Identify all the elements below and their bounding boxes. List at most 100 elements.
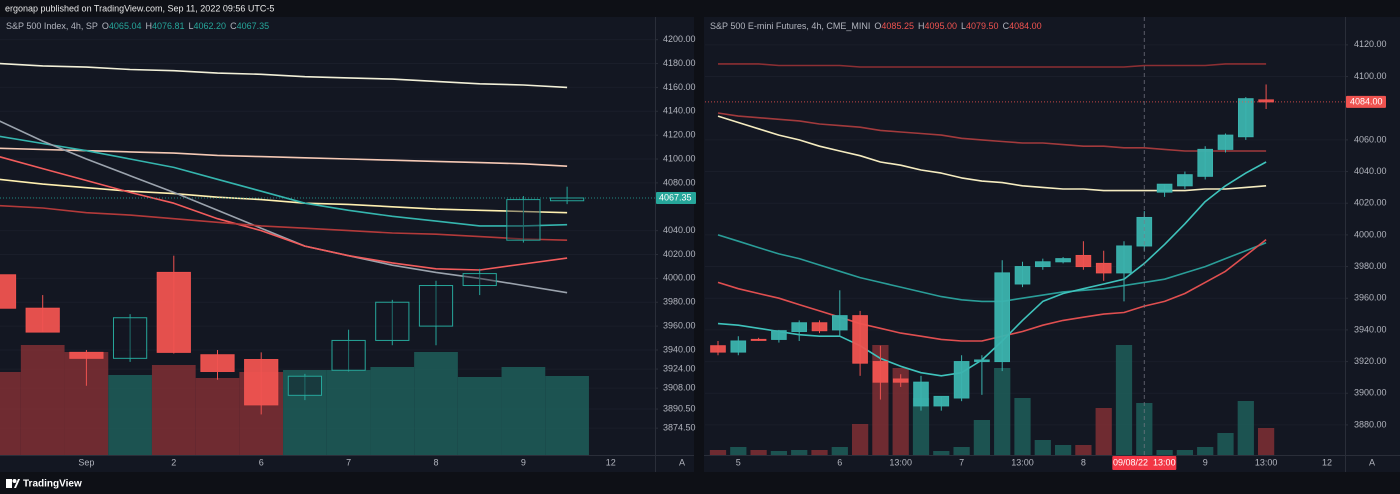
volume-bar — [501, 367, 546, 455]
y-tick-label: 4020.00 — [663, 249, 696, 259]
volume-bar — [1156, 450, 1173, 455]
moving-average-line — [0, 147, 568, 167]
x-tick-label: 7 — [959, 457, 964, 467]
scale-mode-button: A — [679, 457, 685, 467]
volume-bar — [1075, 445, 1092, 455]
volume-bar — [1197, 447, 1214, 455]
y-tick-label: 3880.00 — [1354, 419, 1387, 429]
candle-body — [156, 271, 191, 353]
y-tick-label: 4080.00 — [663, 177, 696, 187]
volume-bar — [545, 376, 589, 455]
moving-average-line — [0, 178, 568, 214]
moving-average-line — [0, 156, 568, 271]
candle-body — [791, 322, 808, 332]
volume-bar — [973, 420, 991, 455]
y-tick-label: 3940.00 — [663, 344, 696, 354]
volume-bar — [1176, 450, 1194, 455]
volume-bar — [953, 447, 970, 455]
candle-body — [25, 307, 60, 333]
y-tick-label: 4120.00 — [663, 130, 696, 140]
y-tick-label: 4100.00 — [663, 153, 696, 163]
moving-average-line — [717, 115, 1267, 192]
volume-bar — [1014, 398, 1031, 455]
chart-legend: S&P 500 Index, 4h, SP O4065.04 H4076.81 L40… — [6, 21, 269, 31]
x-tick-label: 13:00 — [1255, 457, 1278, 467]
moving-average-line — [717, 112, 1267, 152]
candle-body — [771, 330, 787, 340]
x-tick-label: 2 — [171, 457, 176, 467]
x-tick-label: 9 — [1203, 457, 1208, 467]
volume-bar — [20, 345, 65, 455]
ohlc-prefix: H — [145, 21, 152, 31]
candle-body — [750, 338, 767, 341]
x-tick-label: 5 — [736, 457, 741, 467]
candle-body — [69, 351, 104, 359]
candle-body — [710, 345, 726, 353]
chart-legend: S&P 500 E-mini Futures, 4h, CME_MINI O408… — [710, 21, 1042, 31]
candle-body — [892, 378, 909, 383]
volume-bar — [1217, 433, 1234, 455]
candle-body — [200, 354, 235, 372]
ohlc-value: 4095.00 — [924, 21, 957, 31]
moving-average-line — [0, 62, 568, 89]
candle-body — [1177, 174, 1193, 187]
candle-body — [872, 361, 889, 383]
candle-body — [0, 274, 17, 309]
ohlc-prefix: O — [874, 21, 881, 31]
volume-bar — [730, 447, 747, 455]
candle-body — [1217, 134, 1234, 150]
candle-body — [1237, 98, 1254, 138]
x-tick-label: 9 — [521, 457, 526, 467]
y-tick-label: 3920.00 — [1354, 356, 1387, 366]
crosshair-badge — [1112, 456, 1177, 470]
y-tick-label: 4040.00 — [1354, 166, 1387, 176]
moving-average-line — [717, 161, 1267, 377]
y-tick-label: 4040.00 — [663, 225, 696, 235]
chart-title: S&P 500 Index, 4h, SP — [6, 21, 98, 31]
volume-bar — [1095, 408, 1112, 455]
volume-bar — [1054, 445, 1072, 455]
logo-part — [14, 479, 20, 488]
volume-bar — [892, 368, 909, 455]
moving-average-line — [0, 120, 568, 294]
brand-name: TradingView — [23, 479, 82, 490]
y-tick-label: 3890.50 — [663, 403, 696, 413]
volume-bar — [108, 375, 152, 455]
candle-body — [730, 340, 747, 353]
candle-body — [418, 285, 454, 327]
volume-bar — [1034, 440, 1051, 455]
candle-body — [375, 301, 410, 341]
ohlc-prefix: C — [1003, 21, 1010, 31]
moving-average-line — [717, 234, 1267, 303]
candle-body — [1034, 261, 1051, 268]
ohlc-value: 4079.50 — [966, 21, 999, 31]
y-tick-label: 3980.00 — [1354, 261, 1387, 271]
y-tick-label: 4140.00 — [663, 106, 696, 116]
y-tick-label: 4200.00 — [663, 34, 696, 44]
candle-body — [112, 317, 148, 359]
volume-bar — [414, 352, 458, 455]
last-price-label: 4084.00 — [1350, 96, 1383, 106]
brand-logo — [6, 479, 20, 488]
candle-body — [506, 199, 541, 241]
volume-bar — [912, 398, 930, 455]
moving-average-line — [718, 63, 1267, 68]
ohlc-value: 4076.81 — [152, 21, 185, 31]
candle-body — [287, 375, 323, 396]
volume-bar — [151, 365, 196, 455]
candle-body — [933, 395, 950, 407]
candle-body — [913, 381, 929, 407]
y-tick-label: 3908.00 — [663, 383, 696, 393]
y-tick-label: 3940.00 — [1354, 324, 1387, 334]
x-tick-label: 13:00 — [1011, 457, 1034, 467]
crosshair-label: 09/08/22 13:00 — [1113, 457, 1176, 467]
candle-body — [244, 359, 279, 406]
x-tick-label: 13:00 — [889, 457, 912, 467]
x-tick-label: 8 — [1081, 457, 1086, 467]
x-tick-label: 12 — [606, 457, 616, 467]
candle-body — [811, 322, 828, 332]
volume-bar — [1115, 345, 1133, 455]
volume-bar — [1237, 401, 1254, 455]
x-tick-label: Sep — [78, 457, 94, 467]
